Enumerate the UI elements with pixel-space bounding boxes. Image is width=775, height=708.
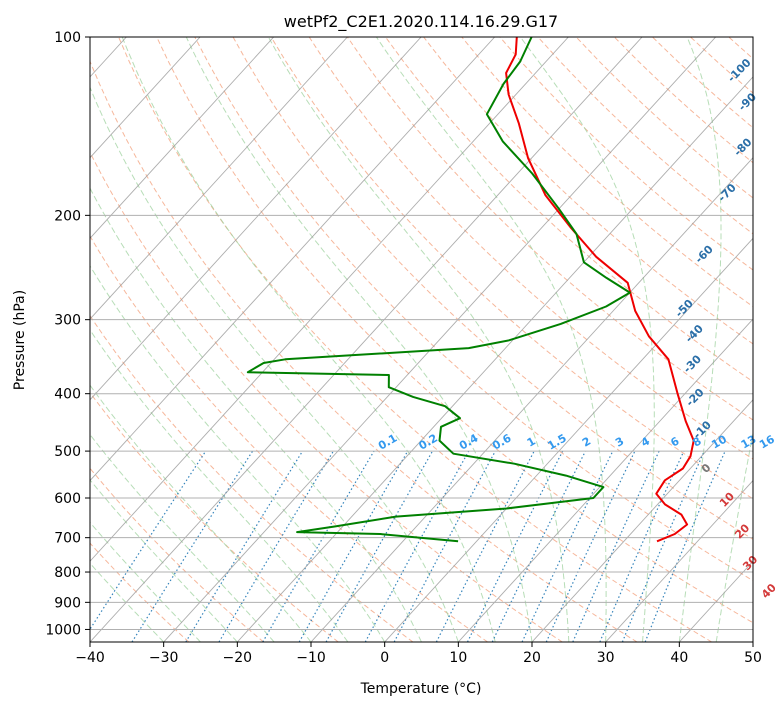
y-tick-label: 500 xyxy=(54,444,81,460)
dry-adiabat xyxy=(194,37,753,582)
dry-adiabat xyxy=(385,37,753,383)
y-tick-label: 700 xyxy=(54,531,81,547)
temperature-profile-line xyxy=(505,37,695,543)
x-tick-label: −10 xyxy=(296,650,326,666)
mixing-ratio-line xyxy=(393,450,496,642)
moist-adiabat xyxy=(715,430,753,642)
y-axis: 100 200 300 400 500 600 700 800 900 1000 xyxy=(45,30,90,638)
dry-adiabat xyxy=(90,151,563,642)
mixing-ratio-line xyxy=(131,450,254,642)
x-axis-label: Temperature (°C) xyxy=(360,681,482,697)
dewpoint-profile-line xyxy=(246,37,631,543)
isotherm-line xyxy=(457,318,753,642)
isotherm-line xyxy=(90,37,422,401)
moist-adiabat xyxy=(90,479,238,642)
isotherm-line xyxy=(90,37,201,159)
dry-adiabat xyxy=(156,37,753,624)
mixing-ratio-label: 16 xyxy=(757,432,775,451)
x-tick-label: 30 xyxy=(597,650,615,666)
x-tick-label: 10 xyxy=(449,650,467,666)
isotherm-line xyxy=(90,37,275,240)
x-tick-label: 20 xyxy=(523,650,541,666)
mixing-ratio-line xyxy=(572,450,660,642)
isotherm-line xyxy=(90,37,569,562)
moist-adiabat xyxy=(90,329,349,642)
dry-adiabat xyxy=(90,60,638,642)
moist-adiabat xyxy=(90,521,201,642)
mixing-ratio-line xyxy=(599,450,685,642)
x-tick-label: 50 xyxy=(744,650,762,666)
x-tick-label: 0 xyxy=(380,650,389,666)
moist-adiabat xyxy=(678,37,722,642)
mixing-ratio-line xyxy=(621,450,705,642)
moist-adiabat xyxy=(90,187,422,642)
moist-adiabat xyxy=(90,562,165,642)
dry-adiabat xyxy=(308,37,753,460)
mixing-ratio-line xyxy=(185,450,304,642)
moist-adiabat xyxy=(519,37,655,642)
plot-frame xyxy=(89,36,754,643)
isotherm-line xyxy=(90,37,496,482)
grid-lines xyxy=(90,37,753,642)
profile-curves xyxy=(246,37,695,543)
y-tick-label: 900 xyxy=(54,595,81,611)
isotherm-line xyxy=(384,237,753,642)
isotherm-line xyxy=(531,399,753,642)
mixing-ratio-line xyxy=(325,450,434,642)
mixing-ratio-line xyxy=(90,450,207,631)
dry-adiabat xyxy=(232,37,753,540)
chart-title: wetPf2_C2E1.2020.114.16.29.G17 xyxy=(284,12,558,32)
background-lines xyxy=(90,37,753,642)
moist-adiabat xyxy=(90,86,459,642)
moist-adiabat xyxy=(121,37,496,642)
isotherm-line xyxy=(90,37,348,320)
x-tick-label: −30 xyxy=(149,650,179,666)
y-tick-label: 300 xyxy=(54,313,81,329)
y-axis-label: Pressure (hPa) xyxy=(12,290,28,390)
isotherm-line xyxy=(90,37,643,642)
isotherm-line xyxy=(163,37,717,642)
y-tick-label: 1000 xyxy=(45,622,81,638)
x-tick-label: 40 xyxy=(670,650,688,666)
x-axis: −40 −30 −20 −10 0 10 20 30 40 50 xyxy=(75,642,762,666)
dry-adiabat xyxy=(118,37,712,642)
y-tick-label: 800 xyxy=(54,565,81,581)
x-tick-label: −20 xyxy=(223,650,253,666)
y-tick-label: 600 xyxy=(54,491,81,507)
moist-adiabat xyxy=(267,37,570,642)
y-tick-label: 400 xyxy=(54,387,81,403)
mixing-ratio-line xyxy=(364,450,470,642)
mixing-ratio-line xyxy=(466,450,564,642)
moist-adiabat xyxy=(90,264,386,642)
dry-adiabat xyxy=(270,37,753,500)
dry-adiabat xyxy=(423,37,753,345)
x-tick-label: −40 xyxy=(75,650,105,666)
isotherm-line xyxy=(310,156,753,642)
y-tick-label: 200 xyxy=(54,208,81,224)
y-tick-label: 100 xyxy=(54,30,81,46)
isotherm-line xyxy=(605,479,753,642)
moist-adiabat xyxy=(90,433,275,642)
